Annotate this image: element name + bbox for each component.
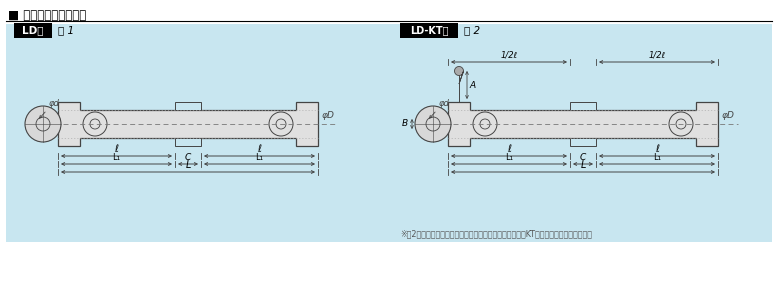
Polygon shape — [570, 138, 596, 146]
Circle shape — [415, 106, 451, 142]
Text: φd: φd — [439, 99, 450, 108]
Polygon shape — [175, 138, 201, 146]
Text: L₁: L₁ — [113, 153, 121, 162]
Text: φD: φD — [722, 111, 735, 120]
Bar — [14, 23, 52, 38]
Text: L₁: L₁ — [505, 153, 513, 162]
Circle shape — [25, 106, 61, 142]
Text: L: L — [185, 160, 191, 169]
Text: L₁: L₁ — [653, 153, 661, 162]
Text: 1/2ℓ: 1/2ℓ — [500, 50, 517, 60]
Text: ■ 図面・製品仕様表組: ■ 図面・製品仕様表組 — [8, 9, 86, 22]
Text: 図 1: 図 1 — [58, 25, 74, 36]
Polygon shape — [58, 102, 318, 146]
Text: LD-KT型: LD-KT型 — [410, 25, 448, 36]
Text: ※図2のキー溝、タップ加工をご希望の場合は型式の後にKTを付けてご指示ください。: ※図2のキー溝、タップ加工をご希望の場合は型式の後にKTを付けてご指示ください。 — [400, 229, 592, 238]
Text: ℓ: ℓ — [655, 144, 659, 153]
Text: 図 2: 図 2 — [464, 25, 480, 36]
Polygon shape — [570, 102, 596, 110]
Text: L₁: L₁ — [255, 153, 264, 162]
Text: C: C — [185, 153, 191, 162]
Text: A: A — [469, 80, 475, 89]
Polygon shape — [448, 102, 718, 146]
Text: C: C — [580, 153, 586, 162]
Polygon shape — [175, 102, 201, 110]
Text: ℓ: ℓ — [114, 144, 118, 153]
Text: ℓ: ℓ — [507, 144, 511, 153]
Text: B: B — [402, 120, 408, 129]
Bar — [6, 24, 772, 242]
Text: φD: φD — [322, 111, 335, 120]
PathPatch shape — [454, 67, 464, 84]
Text: φd: φd — [49, 99, 60, 108]
Text: L: L — [580, 160, 586, 169]
Text: LD型: LD型 — [23, 25, 44, 36]
Text: ℓ: ℓ — [258, 144, 261, 153]
Text: 1/2ℓ: 1/2ℓ — [648, 50, 665, 60]
Bar — [400, 23, 458, 38]
